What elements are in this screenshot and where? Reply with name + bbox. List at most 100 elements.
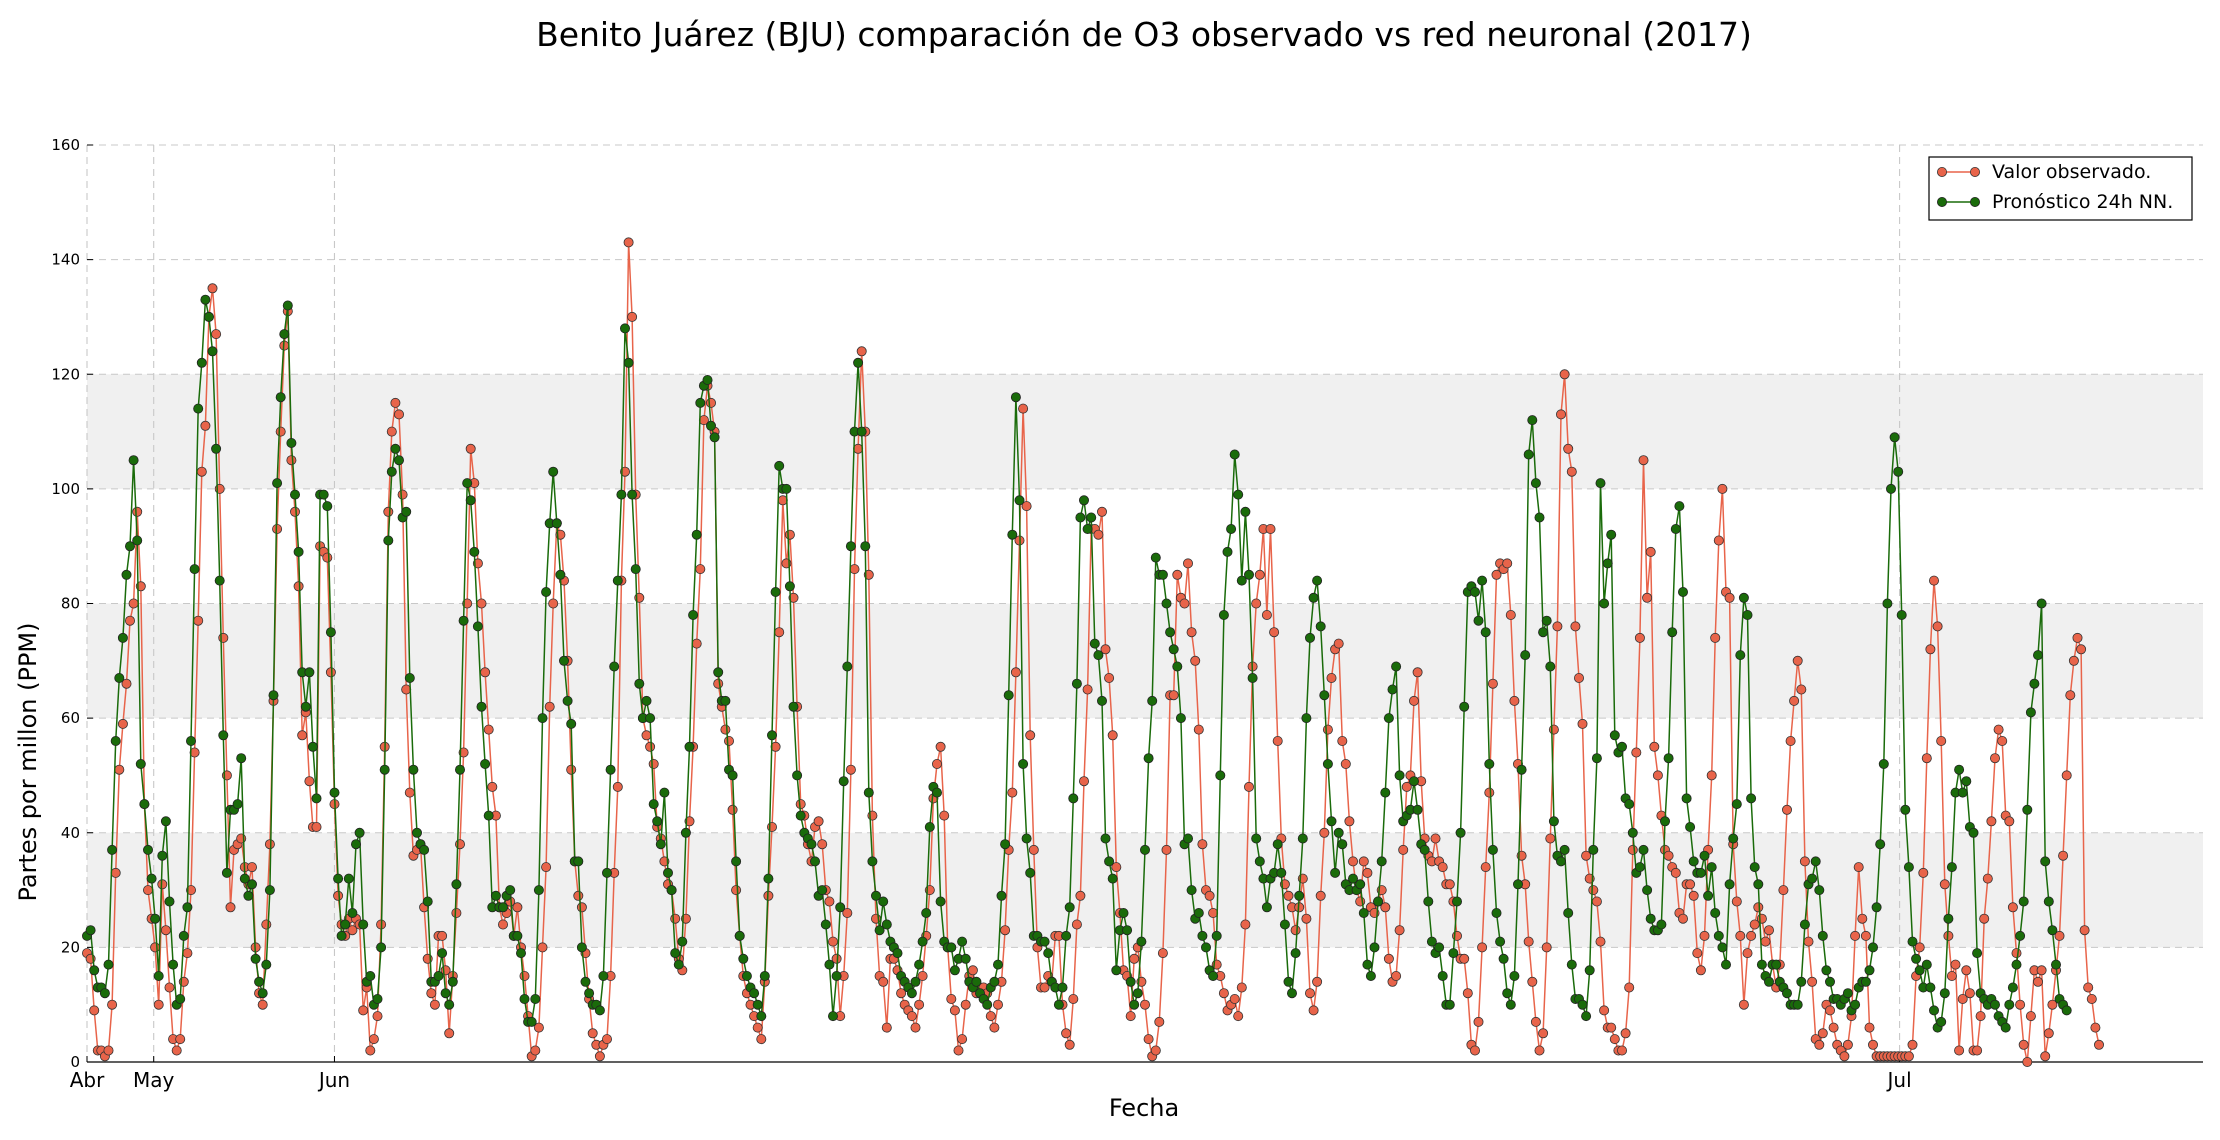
- predicted-point: [1534, 512, 1545, 523]
- predicted-point: [1111, 965, 1122, 976]
- predicted-point: [1301, 713, 1312, 724]
- observed-point: [1290, 925, 1301, 936]
- observed-point: [939, 810, 950, 821]
- observed-point: [480, 667, 491, 678]
- observed-point: [365, 1045, 376, 1056]
- predicted-point: [311, 793, 322, 804]
- predicted-point: [1326, 816, 1337, 827]
- predicted-point: [1548, 816, 1559, 827]
- observed-point: [1462, 988, 1473, 999]
- observed-point: [1577, 718, 1588, 729]
- predicted-point: [770, 587, 781, 598]
- predicted-point: [2047, 925, 2058, 936]
- observed-point: [2065, 690, 2076, 701]
- predicted-point: [1018, 759, 1029, 770]
- predicted-point: [892, 948, 903, 959]
- predicted-point: [1878, 759, 1889, 770]
- predicted-point: [731, 856, 742, 867]
- observed-point: [264, 839, 275, 850]
- predicted-point: [1283, 976, 1294, 987]
- observed-point: [1979, 913, 1990, 924]
- observed-point: [2086, 994, 2097, 1005]
- predicted-point: [853, 357, 864, 368]
- observed-point: [142, 885, 153, 896]
- observed-point: [641, 730, 652, 741]
- predicted-point: [749, 988, 760, 999]
- observed-point: [1161, 844, 1172, 855]
- observed-point: [720, 724, 731, 735]
- predicted-point: [1279, 919, 1290, 930]
- observed-point: [1746, 930, 1757, 941]
- predicted-point: [444, 999, 455, 1010]
- observed-point: [1025, 730, 1036, 741]
- predicted-point: [343, 873, 354, 884]
- observed-point: [1670, 867, 1681, 878]
- observed-point: [2068, 655, 2079, 666]
- predicted-point: [795, 810, 806, 821]
- predicted-point: [110, 736, 121, 747]
- predicted-point: [1010, 392, 1021, 403]
- observed-point: [1326, 673, 1337, 684]
- predicted-point: [103, 959, 114, 970]
- observed-point: [1617, 1045, 1628, 1056]
- predicted-point: [1814, 885, 1825, 896]
- observed-point: [1850, 930, 1861, 941]
- series-predicted: [82, 294, 2072, 1033]
- predicted-point: [620, 323, 631, 334]
- predicted-point: [1505, 999, 1516, 1010]
- observed-point: [397, 489, 408, 500]
- predicted-point: [1728, 833, 1739, 844]
- observed-point: [1591, 896, 1602, 907]
- observed-point: [89, 1005, 100, 1016]
- predicted-point: [1426, 936, 1437, 947]
- observed-point: [774, 627, 785, 638]
- predicted-point: [1208, 971, 1219, 982]
- observed-point: [1548, 724, 1559, 735]
- predicted-point: [1527, 415, 1538, 426]
- observed-point: [1932, 621, 1943, 632]
- observed-point: [451, 908, 462, 919]
- predicted-point: [196, 357, 207, 368]
- predicted-point: [932, 787, 943, 798]
- predicted-point: [759, 971, 770, 982]
- predicted-point: [1713, 930, 1724, 941]
- observed-point: [645, 741, 656, 752]
- observed-point: [1125, 1011, 1136, 1022]
- predicted-point: [1495, 936, 1506, 947]
- predicted-point: [1907, 936, 1918, 947]
- observed-point: [863, 569, 874, 580]
- predicted-point: [1122, 925, 1133, 936]
- predicted-point: [1089, 638, 1100, 649]
- predicted-point: [1817, 930, 1828, 941]
- predicted-point: [1523, 449, 1534, 460]
- predicted-point: [2018, 896, 2029, 907]
- observed-point: [1764, 925, 1775, 936]
- predicted-point: [1939, 988, 1950, 999]
- observed-point: [1717, 483, 1728, 494]
- predicted-point: [1061, 930, 1072, 941]
- predicted-point: [1254, 856, 1265, 867]
- predicted-point: [1201, 942, 1212, 953]
- observed-point: [1954, 1045, 1965, 1056]
- predicted-point: [1617, 741, 1628, 752]
- predicted-point: [300, 701, 311, 712]
- predicted-point: [1753, 879, 1764, 890]
- predicted-point: [1172, 661, 1183, 672]
- observed-point: [1563, 443, 1574, 454]
- observed-point: [1010, 667, 1021, 678]
- predicted-point: [845, 541, 856, 552]
- predicted-point: [641, 695, 652, 706]
- y-tick-label: 160: [51, 136, 80, 154]
- observed-point: [2079, 925, 2090, 936]
- predicted-point: [422, 896, 433, 907]
- observed-point: [200, 420, 211, 431]
- predicted-point: [957, 936, 968, 947]
- observed-point: [2043, 1028, 2054, 1039]
- observed-point: [1398, 844, 1409, 855]
- predicted-point: [1025, 867, 1036, 878]
- observed-point: [1964, 988, 1975, 999]
- observed-point: [1068, 994, 1079, 1005]
- predicted-point: [85, 925, 96, 936]
- observed-point: [286, 455, 297, 466]
